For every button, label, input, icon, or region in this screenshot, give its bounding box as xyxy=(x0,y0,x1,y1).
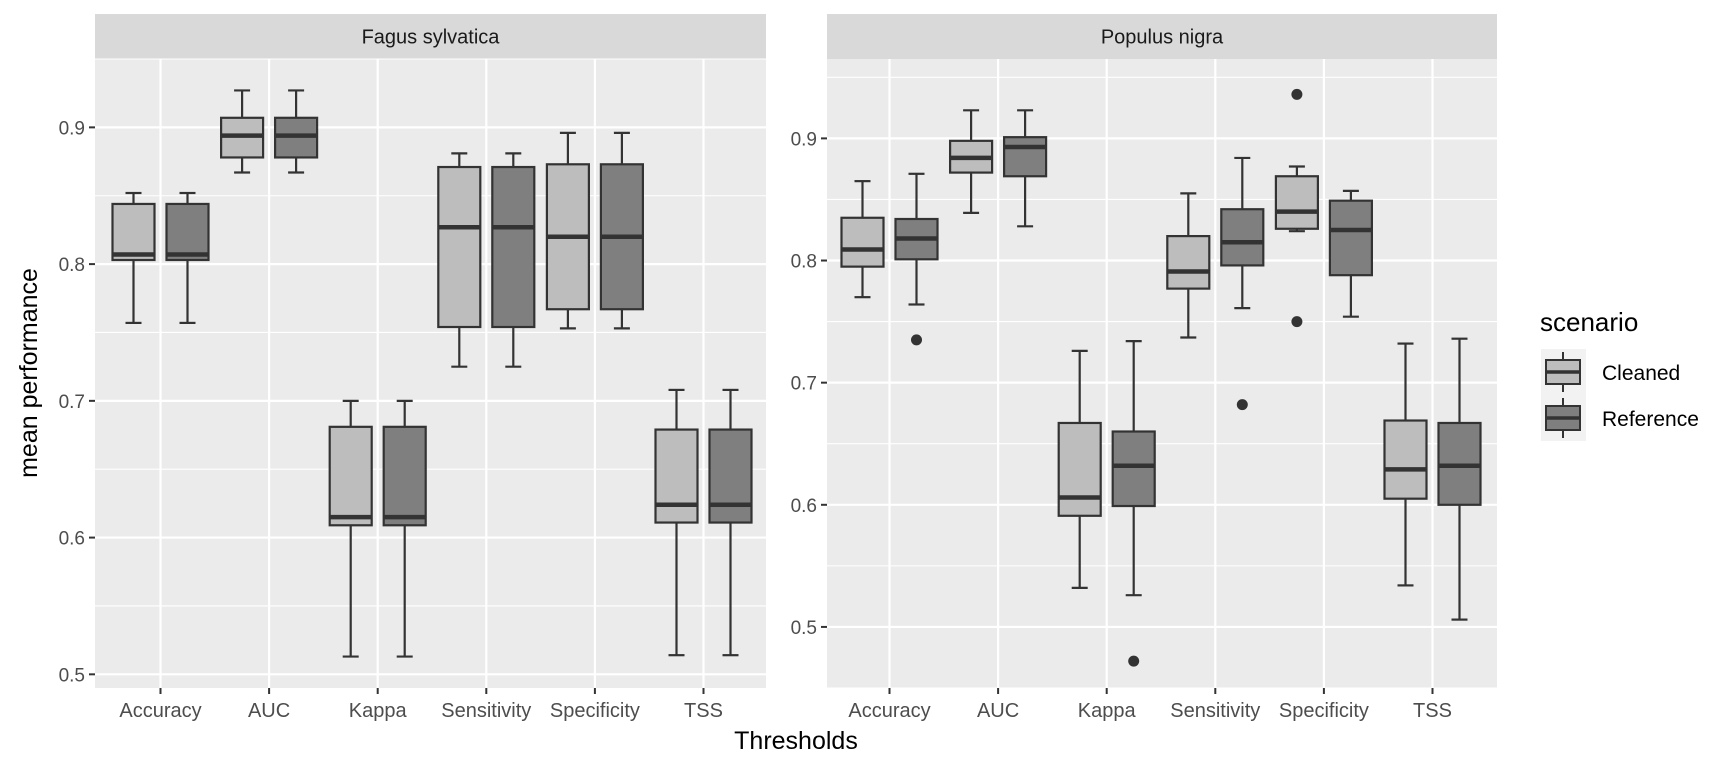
legend-label: Cleaned xyxy=(1602,362,1680,385)
box-accuracy-reference xyxy=(894,172,939,346)
box-kappa-reference xyxy=(1111,340,1156,667)
y-tick-label: 0.7 xyxy=(59,392,85,413)
box-series xyxy=(840,88,1482,667)
x-tick-label-tss: TSS xyxy=(1413,700,1452,722)
box-body xyxy=(708,428,753,524)
box-body xyxy=(654,428,699,524)
box-body xyxy=(165,202,210,262)
x-tick-label-specificity: Specificity xyxy=(1279,700,1369,722)
y-tick-label: 0.6 xyxy=(59,529,85,550)
outlier-point xyxy=(1291,88,1303,100)
legend-items: Cleaned Reference xyxy=(1545,352,1699,438)
box-body xyxy=(1274,175,1320,230)
box-sensitivity-reference xyxy=(491,152,536,368)
panel-strip xyxy=(827,14,1497,59)
panel-title: Populus nigra xyxy=(1101,27,1224,49)
box-tss-cleaned xyxy=(1383,342,1428,587)
box-body xyxy=(1002,136,1048,178)
plot-background xyxy=(827,59,1497,688)
x-tick-label-accuracy: Accuracy xyxy=(119,700,201,722)
x-tick-label-accuracy: Accuracy xyxy=(848,700,930,722)
box-auc-reference xyxy=(274,89,319,174)
y-tick-label: 0.8 xyxy=(59,255,85,276)
legend-label: Reference xyxy=(1602,408,1699,431)
box-body xyxy=(1220,208,1265,267)
box-kappa-cleaned xyxy=(1057,349,1102,589)
x-tick-label-kappa: Kappa xyxy=(349,700,408,722)
box-body xyxy=(382,425,427,527)
box-body xyxy=(328,425,373,527)
box-tss-reference xyxy=(708,388,753,657)
box-accuracy-cleaned xyxy=(111,191,156,325)
legend-item-reference: Reference xyxy=(1545,398,1699,438)
box-tss-cleaned xyxy=(654,388,699,657)
y-tick-label: 0.8 xyxy=(791,252,817,273)
y-axis: 0.5 0.6 0.7 0.8 0.9 xyxy=(791,129,827,639)
box-sensitivity-cleaned xyxy=(1166,192,1211,339)
panel-title: Fagus sylvatica xyxy=(362,27,501,49)
x-tick-label-auc: AUC xyxy=(248,700,290,722)
box-body xyxy=(491,165,536,329)
box-accuracy-reference xyxy=(165,191,210,325)
x-axis: Accuracy AUC Kappa Sensitivity Specificity TS… xyxy=(848,688,1452,722)
plot-background xyxy=(95,59,766,688)
y-tick-label: 0.9 xyxy=(791,129,817,150)
legend: scenario Cleaned Reference xyxy=(1540,307,1699,441)
y-axis: 0.5 0.6 0.7 0.8 0.9 xyxy=(59,118,95,686)
box-body xyxy=(840,216,885,268)
x-axis-title: Thresholds xyxy=(734,727,858,755)
box-specificity-cleaned xyxy=(545,131,591,330)
box-body xyxy=(437,165,482,329)
grid-lines xyxy=(95,58,766,688)
box-specificity-reference xyxy=(599,131,645,330)
box-auc-reference xyxy=(1002,109,1048,228)
box-tss-reference xyxy=(1437,337,1482,621)
y-tick-label: 0.5 xyxy=(791,618,817,639)
x-tick-label-specificity: Specificity xyxy=(550,700,640,722)
box-series xyxy=(111,89,753,658)
y-axis-title: mean performance xyxy=(15,268,43,478)
box-body xyxy=(1057,421,1102,517)
box-specificity-reference xyxy=(1328,189,1374,318)
y-tick-label: 0.9 xyxy=(59,118,85,139)
box-body xyxy=(1328,199,1374,277)
y-tick-label: 0.6 xyxy=(791,496,817,517)
box-sensitivity-cleaned xyxy=(437,152,482,368)
x-axis: Accuracy AUC Kappa Sensitivity Specificity TS… xyxy=(119,688,723,722)
x-tick-label-tss: TSS xyxy=(684,700,723,722)
box-sensitivity-reference xyxy=(1220,156,1265,411)
outlier-point xyxy=(1128,655,1140,667)
box-kappa-reference xyxy=(382,399,427,658)
y-tick-label: 0.5 xyxy=(59,665,85,686)
box-auc-cleaned xyxy=(220,89,265,174)
panel-populus-nigra: Populus nigra 0.5 0.6 0.7 0.8 0.9 Accuracy AU… xyxy=(791,14,1497,722)
box-body xyxy=(1383,419,1428,500)
x-tick-label-auc: AUC xyxy=(977,700,1019,722)
box-kappa-cleaned xyxy=(328,399,373,658)
y-tick-label: 0.7 xyxy=(791,374,817,395)
outlier-point xyxy=(911,334,922,346)
box-specificity-cleaned xyxy=(1274,88,1320,328)
box-body xyxy=(1111,430,1156,508)
outlier-point xyxy=(1291,316,1303,328)
legend-item-cleaned: Cleaned xyxy=(1545,352,1680,392)
legend-title: scenario xyxy=(1540,307,1638,337)
panel-fagus-sylvatica: Fagus sylvatica 0.5 0.6 0.7 0.8 0.9 Accuracy… xyxy=(59,14,766,722)
box-body xyxy=(111,202,156,262)
x-tick-label-sensitivity: Sensitivity xyxy=(1170,700,1260,722)
box-body xyxy=(1166,234,1211,290)
x-tick-label-sensitivity: Sensitivity xyxy=(441,700,531,722)
box-accuracy-cleaned xyxy=(840,180,885,299)
outlier-point xyxy=(1236,399,1248,411)
box-auc-cleaned xyxy=(948,109,994,214)
x-tick-label-kappa: Kappa xyxy=(1078,700,1137,722)
panel-strip xyxy=(95,14,766,59)
